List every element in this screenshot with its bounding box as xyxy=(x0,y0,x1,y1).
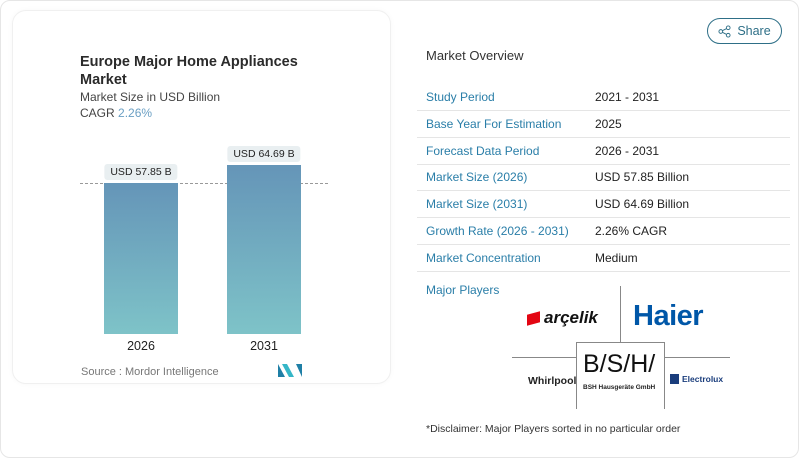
arcelik-mark-icon xyxy=(527,310,540,326)
share-button[interactable]: Share xyxy=(707,18,782,44)
reference-dashed-line xyxy=(80,183,328,184)
divider xyxy=(620,286,621,343)
overview-row: Base Year For Estimation 2025 xyxy=(417,111,790,138)
haier-logo: Haier xyxy=(633,300,704,332)
electrolux-mark-icon xyxy=(670,374,679,384)
chart-subtitle: Market Size in USD Billion xyxy=(80,90,221,104)
data-label: USD 64.69 B xyxy=(227,146,301,163)
row-value: 2026 - 2031 xyxy=(595,143,660,158)
overview-row: Study Period 2021 - 2031 xyxy=(417,84,790,111)
row-value: USD 57.85 Billion xyxy=(595,170,690,185)
chart-title: Europe Major Home Appliances Market xyxy=(80,54,298,88)
row-value: 2025 xyxy=(595,116,622,131)
divider xyxy=(665,357,730,358)
data-label: USD 57.85 B xyxy=(104,164,178,180)
source-text: Source : Mordor Intelligence xyxy=(81,366,219,378)
row-value: USD 64.69 Billion xyxy=(595,197,690,212)
arcelik-logo: arçelik xyxy=(527,308,598,328)
mordor-logo-icon xyxy=(278,364,302,377)
row-value: 2021 - 2031 xyxy=(595,90,660,104)
row-key: Market Size (2026) xyxy=(426,170,528,185)
row-value: Medium xyxy=(595,250,638,265)
divider xyxy=(512,357,576,358)
overview-title: Market Overview xyxy=(426,48,524,63)
row-key: Forecast Data Period xyxy=(426,143,540,158)
bar-2026 xyxy=(104,183,178,334)
row-key: Study Period xyxy=(426,90,495,104)
bsh-logo: B/S/H/ xyxy=(583,350,656,378)
bsh-logo-box xyxy=(576,342,665,409)
arcelik-text: arçelik xyxy=(544,308,598,327)
bsh-logo-caption: BSH Hausgeräte GmbH xyxy=(583,384,656,391)
electrolux-text: Electrolux xyxy=(682,374,724,384)
x-tick-label: 2026 xyxy=(127,339,155,353)
row-key: Market Size (2031) xyxy=(426,197,528,212)
share-icon xyxy=(718,24,731,38)
row-key: Growth Rate (2026 - 2031) xyxy=(426,224,569,238)
row-value: 2.26% CAGR xyxy=(595,224,668,238)
overview-row: Growth Rate (2026 - 2031) 2.26% CAGR xyxy=(417,218,790,245)
overview-row: Market Size (2026) USD 57.85 Billion xyxy=(417,164,790,192)
major-players-title: Major Players xyxy=(426,283,500,297)
row-key: Base Year For Estimation xyxy=(426,116,562,131)
cagr-value: 2.26% xyxy=(118,106,153,120)
electrolux-logo: Electrolux xyxy=(670,374,723,384)
bar-2031 xyxy=(227,165,301,334)
disclaimer: *Disclaimer: Major Players sorted in no … xyxy=(426,423,681,435)
chart-card xyxy=(12,10,391,384)
overview-row: Forecast Data Period 2026 - 2031 xyxy=(417,138,790,165)
cagr-text: CAGR 2.26% xyxy=(80,106,152,120)
overview-row: Market Size (2031) USD 64.69 Billion xyxy=(417,191,790,219)
x-tick-label: 2031 xyxy=(250,339,278,353)
whirlpool-logo: Whirlpool xyxy=(528,375,577,387)
row-key: Market Concentration xyxy=(426,250,541,265)
overview-row: Market Concentration Medium xyxy=(417,245,790,272)
share-label: Share xyxy=(737,24,771,38)
cagr-label: CAGR xyxy=(80,106,115,120)
